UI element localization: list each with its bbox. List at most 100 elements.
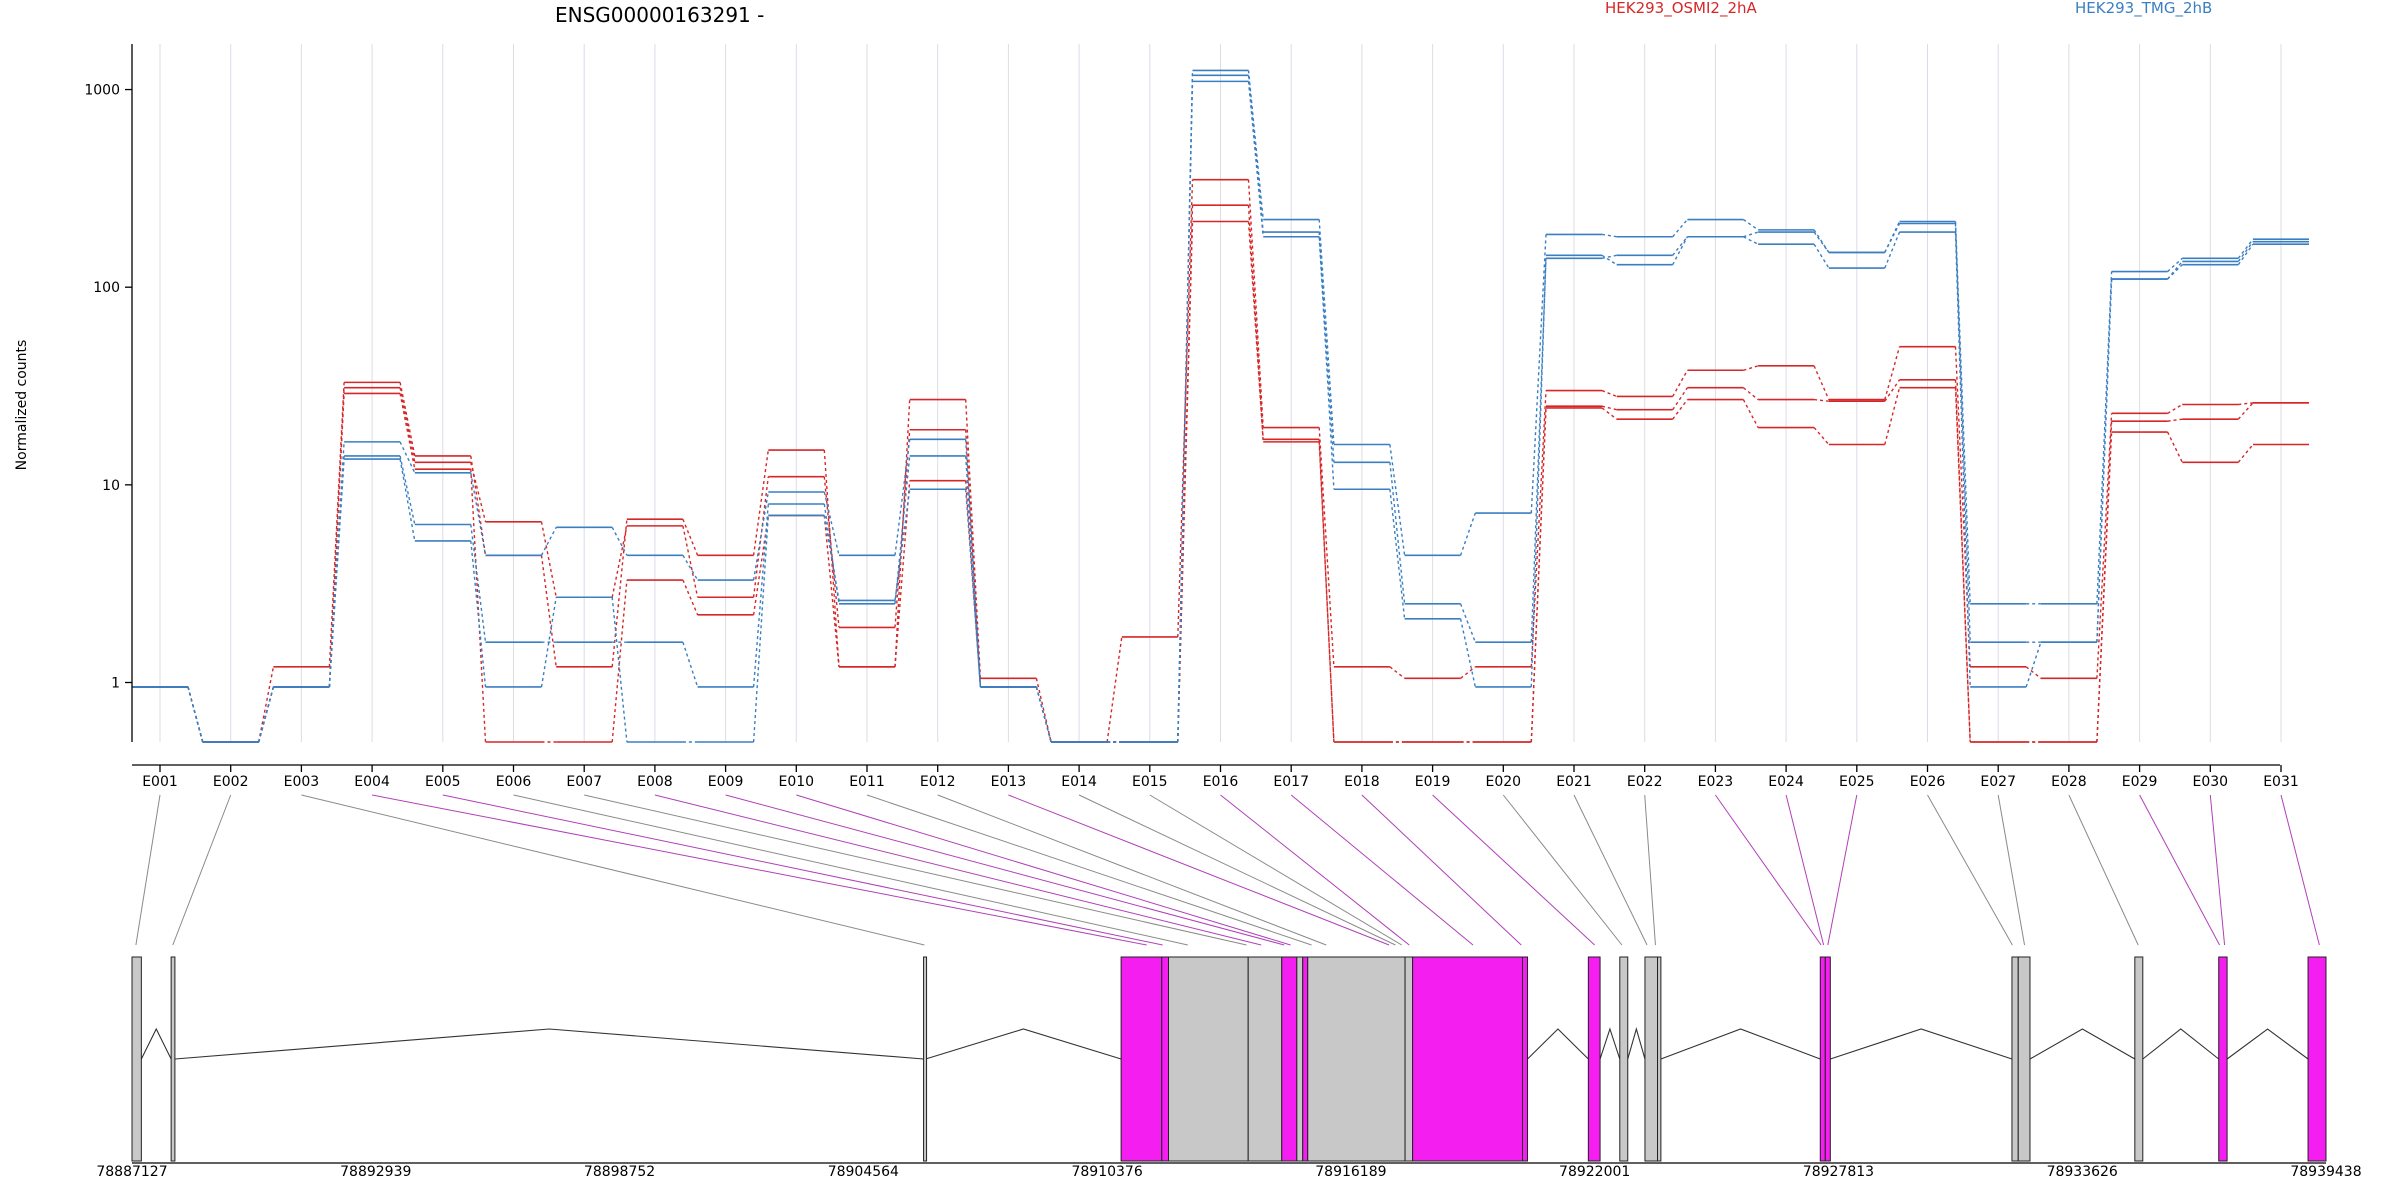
exon-E001 <box>131 956 142 1162</box>
connector-E019 <box>1432 794 1595 946</box>
connector-E012 <box>937 794 1327 946</box>
series-6-step-E026 <box>1954 232 1971 687</box>
x-tick-label-E005: E005 <box>425 774 461 790</box>
series-4-step-E006 <box>540 526 557 556</box>
series-4-step-E005 <box>470 472 487 556</box>
series-3-step-E012 <box>965 480 982 687</box>
series-1-step-E004 <box>399 382 416 457</box>
series-4-step-E025 <box>1884 221 1901 253</box>
series-5-step-E029 <box>2167 260 2183 280</box>
series-6-step-E010 <box>823 515 840 601</box>
connector-E001 <box>135 794 161 946</box>
exon-E020 <box>1824 956 1831 1162</box>
series-1-step-E027 <box>2025 666 2042 679</box>
x-tick-label-E019: E019 <box>1415 774 1451 790</box>
connector-E025 <box>1827 794 1858 946</box>
connector-E016 <box>1220 794 1410 946</box>
series-1-step-E008 <box>682 518 699 556</box>
series-3-step-E023 <box>1742 399 1759 428</box>
series-1-step-E024 <box>1813 365 1830 400</box>
intron-20 <box>1830 1028 2013 1060</box>
series-6-step-E028 <box>2096 278 2113 643</box>
x-tick-label-E024: E024 <box>1768 774 1804 790</box>
exon-E011 <box>1307 956 1406 1162</box>
series-4-step-E011 <box>894 439 911 556</box>
series-1-step-E016 <box>1247 179 1264 428</box>
x-tick-label-E003: E003 <box>284 774 320 790</box>
genomic-tick-label-10: 78939438 <box>2290 1164 2361 1180</box>
exon-E004 <box>1120 956 1163 1162</box>
y-axis-label: Normalized counts <box>14 340 30 471</box>
series-5-step-E008 <box>682 641 699 688</box>
series-6 <box>132 80 2309 743</box>
genomic-tick-label-8: 78927813 <box>1803 1164 1874 1180</box>
exon-E014 <box>1521 956 1529 1162</box>
exon-E017 <box>1644 956 1659 1162</box>
gene-model <box>131 956 2327 1162</box>
series-5-step-E026 <box>1954 223 1971 643</box>
series-6-step-E022 <box>1672 236 1689 266</box>
series-6-step-E009 <box>752 515 769 743</box>
series-4-step-E022 <box>1672 219 1688 238</box>
x-tick-label-E001: E001 <box>142 774 178 790</box>
exon-E009 <box>1296 956 1304 1162</box>
series-6-step-E021 <box>1601 254 1618 266</box>
series-4-step-E028 <box>2096 271 2113 604</box>
connector-E005 <box>442 794 1163 946</box>
x-tick-label-E008: E008 <box>637 774 673 790</box>
y-tick-label-1000: 1000 <box>84 83 120 99</box>
exon-E007 <box>1247 956 1283 1162</box>
x-tick-label-E016: E016 <box>1203 774 1239 790</box>
series-1-step-E023 <box>1743 365 1759 371</box>
series-1-step-E022 <box>1672 369 1689 397</box>
series-3-step-E025 <box>1884 387 1901 445</box>
series-6-step-E015 <box>1177 81 1194 743</box>
series-6-step-E002 <box>258 686 275 743</box>
series-6-step-E018 <box>1389 489 1406 619</box>
x-tick-label-E031: E031 <box>2263 774 2299 790</box>
x-tick-label-E027: E027 <box>1980 774 2016 790</box>
exon-E013 <box>1412 956 1523 1162</box>
exon-E016 <box>1619 956 1629 1162</box>
genomic-tick-label-9: 78933626 <box>2047 1164 2118 1180</box>
series-1-step-E014 <box>1106 636 1123 743</box>
series-1-step-E029 <box>2167 403 2183 414</box>
connector-E007 <box>584 794 1247 946</box>
series-6-step-E011 <box>894 489 911 601</box>
genomic-tick-label-2: 78892939 <box>340 1164 411 1180</box>
genomic-tick-label-5: 78910376 <box>1071 1164 1142 1180</box>
x-tick-label-E007: E007 <box>566 774 602 790</box>
genomic-tick-label-4: 78904564 <box>828 1164 899 1180</box>
connector-E021 <box>1573 794 1648 946</box>
x-tick-label-E030: E030 <box>2193 774 2229 790</box>
series-6-step-E016 <box>1247 81 1264 237</box>
series-6-step-E003 <box>328 459 345 687</box>
exon-E025 <box>2307 956 2327 1162</box>
plot-axes <box>131 44 2280 766</box>
series-3-step-E011 <box>894 480 911 667</box>
series-5-step-E011 <box>894 455 911 604</box>
series-4-step-E009 <box>752 491 769 581</box>
series-1-step-E019 <box>1460 666 1476 679</box>
series-5-step-E004 <box>399 455 416 525</box>
series-2-step-E024 <box>1814 398 1829 402</box>
x-tick-label-E011: E011 <box>849 774 885 790</box>
exon-E021 <box>2011 956 2019 1162</box>
bin-connectors <box>135 794 2320 946</box>
exon-E003 <box>923 956 928 1162</box>
connector-E029 <box>2139 794 2220 946</box>
exon-E005 <box>1161 956 1169 1162</box>
exon-E008 <box>1281 956 1298 1162</box>
series-3-step-E009 <box>752 515 769 615</box>
series-4-step-E018 <box>1389 444 1406 556</box>
series-6-step-E017 <box>1318 236 1335 490</box>
x-tick-label-E009: E009 <box>708 774 744 790</box>
connector-E031 <box>2280 794 2320 946</box>
exon-E006 <box>1167 956 1249 1162</box>
connector-E018 <box>1361 794 1522 946</box>
intron-24 <box>2226 1028 2309 1060</box>
series-1-step-E021 <box>1601 389 1617 398</box>
x-tick-label-E015: E015 <box>1132 774 1168 790</box>
connector-E030 <box>2209 794 2226 946</box>
